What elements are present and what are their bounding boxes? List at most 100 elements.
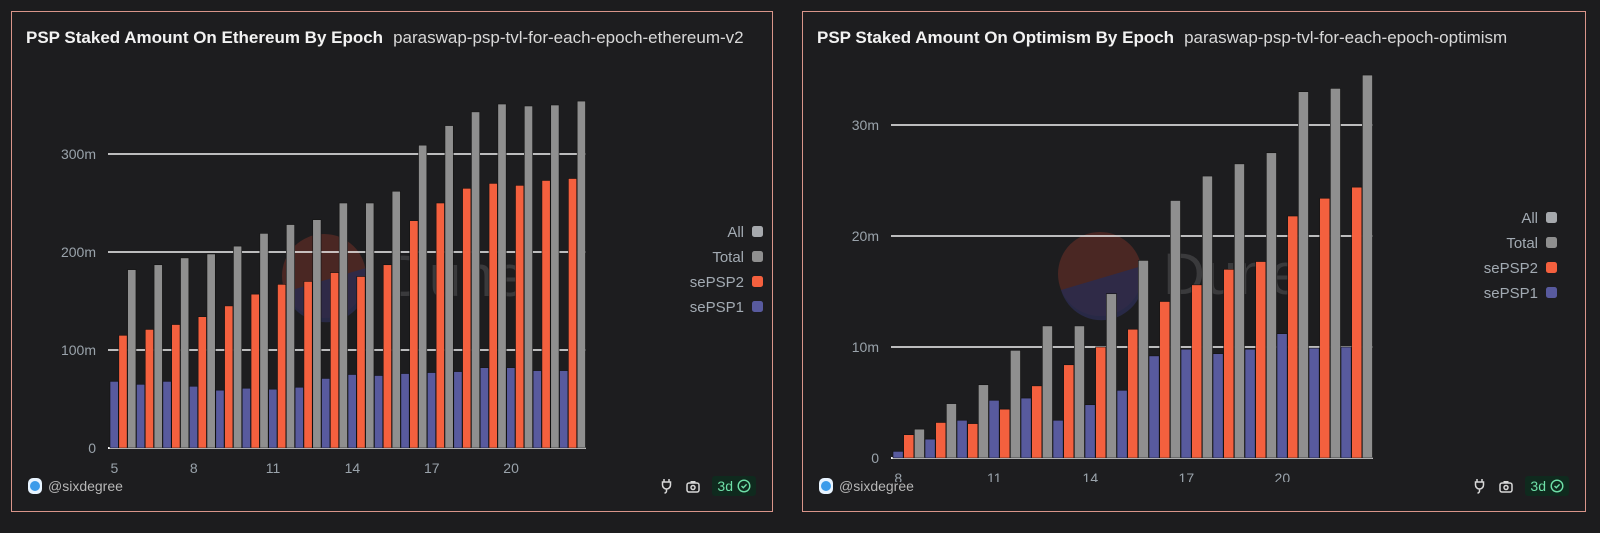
refresh-age-badge[interactable]: 3d	[712, 476, 756, 496]
bar-total-epoch-12[interactable]	[1042, 325, 1053, 459]
bar-sepsp1-epoch-14[interactable]	[347, 374, 357, 449]
bar-sepsp1-epoch-8[interactable]	[892, 451, 904, 459]
bar-sepsp1-epoch-8[interactable]	[189, 385, 198, 449]
bar-total-epoch-21[interactable]	[1330, 88, 1341, 459]
legend-item-all[interactable]: All	[1521, 210, 1557, 227]
bar-sepsp1-epoch-12[interactable]	[1020, 397, 1032, 459]
bar-sepsp2-epoch-5[interactable]	[118, 334, 128, 449]
legend-item-sepsp2[interactable]: sePSP2	[1484, 260, 1557, 277]
bar-total-epoch-15[interactable]	[391, 190, 401, 449]
bar-total-epoch-19[interactable]	[497, 103, 507, 449]
bar-total-epoch-17[interactable]	[444, 125, 454, 449]
bar-total-epoch-18[interactable]	[471, 111, 481, 449]
bar-sepsp1-epoch-6[interactable]	[136, 383, 146, 449]
bar-total-epoch-21[interactable]	[550, 104, 560, 449]
bar-sepsp1-epoch-21[interactable]	[532, 370, 542, 449]
bar-total-epoch-9[interactable]	[946, 403, 957, 459]
bar-sepsp2-epoch-20[interactable]	[1287, 215, 1299, 459]
bar-sepsp2-epoch-12[interactable]	[303, 281, 313, 449]
bar-sepsp2-epoch-15[interactable]	[1127, 328, 1139, 459]
legend-item-sepsp2[interactable]: sePSP2	[690, 274, 763, 291]
bar-sepsp2-epoch-11[interactable]	[999, 408, 1011, 459]
bar-sepsp2-epoch-8[interactable]	[903, 434, 915, 459]
query-name-link[interactable]: paraswap-psp-tvl-for-each-epoch-optimism	[1184, 28, 1508, 47]
author-link[interactable]: @sixdegree	[819, 478, 914, 494]
bar-total-epoch-14[interactable]	[365, 202, 375, 449]
bar-sepsp1-epoch-9[interactable]	[215, 389, 225, 449]
legend-item-total[interactable]: Total	[1506, 235, 1557, 252]
bar-sepsp1-epoch-14[interactable]	[1084, 404, 1096, 459]
bar-sepsp1-epoch-17[interactable]	[427, 372, 436, 449]
bar-total-epoch-20[interactable]	[1298, 91, 1309, 459]
bar-sepsp2-epoch-10[interactable]	[250, 293, 260, 449]
bar-sepsp1-epoch-9[interactable]	[924, 438, 936, 459]
bar-sepsp2-epoch-22[interactable]	[1351, 186, 1363, 459]
bar-sepsp2-epoch-19[interactable]	[1255, 261, 1267, 459]
bar-sepsp2-epoch-13[interactable]	[1063, 364, 1075, 459]
bar-sepsp1-epoch-22[interactable]	[559, 370, 569, 449]
bar-sepsp1-epoch-20[interactable]	[1276, 333, 1288, 459]
bar-sepsp2-epoch-11[interactable]	[277, 284, 287, 449]
bar-sepsp2-epoch-10[interactable]	[967, 423, 979, 459]
bar-sepsp1-epoch-21[interactable]	[1308, 347, 1320, 459]
bar-sepsp2-epoch-18[interactable]	[462, 188, 472, 449]
bar-sepsp1-epoch-5[interactable]	[109, 381, 119, 449]
bar-sepsp2-epoch-21[interactable]	[1319, 197, 1331, 459]
bar-total-epoch-16[interactable]	[418, 144, 428, 449]
bar-sepsp2-epoch-17[interactable]	[1191, 284, 1203, 459]
bar-sepsp1-epoch-20[interactable]	[506, 367, 516, 449]
bar-total-epoch-18[interactable]	[1234, 163, 1245, 459]
bar-sepsp1-epoch-15[interactable]	[1116, 389, 1128, 459]
query-name-link[interactable]: paraswap-psp-tvl-for-each-epoch-ethereum…	[393, 28, 744, 47]
bar-sepsp2-epoch-7[interactable]	[171, 324, 181, 449]
bar-sepsp1-epoch-18[interactable]	[453, 371, 463, 449]
bar-total-epoch-16[interactable]	[1170, 200, 1181, 459]
bar-total-epoch-6[interactable]	[153, 264, 163, 449]
bar-total-epoch-11[interactable]	[1010, 350, 1021, 459]
bar-total-epoch-19[interactable]	[1266, 152, 1277, 459]
bar-total-epoch-10[interactable]	[259, 233, 269, 449]
bar-total-epoch-13[interactable]	[338, 202, 348, 449]
legend-item-total[interactable]: Total	[712, 249, 763, 266]
bar-sepsp1-epoch-11[interactable]	[268, 388, 278, 449]
camera-icon[interactable]	[1499, 480, 1514, 493]
bar-sepsp1-epoch-19[interactable]	[1244, 348, 1256, 459]
bar-total-epoch-22[interactable]	[576, 100, 586, 449]
bar-total-epoch-14[interactable]	[1106, 293, 1117, 459]
bar-sepsp2-epoch-16[interactable]	[409, 220, 419, 449]
bar-total-epoch-8[interactable]	[914, 428, 925, 459]
bar-sepsp1-epoch-18[interactable]	[1212, 353, 1224, 459]
bar-total-epoch-20[interactable]	[523, 105, 533, 449]
bar-sepsp2-epoch-16[interactable]	[1159, 301, 1171, 459]
bar-total-epoch-13[interactable]	[1074, 325, 1085, 459]
bar-total-epoch-12[interactable]	[312, 219, 322, 449]
legend-item-all[interactable]: All	[727, 224, 763, 241]
bar-sepsp2-epoch-8[interactable]	[197, 316, 207, 449]
camera-icon[interactable]	[686, 480, 701, 493]
bar-sepsp1-epoch-15[interactable]	[374, 375, 384, 449]
bar-sepsp2-epoch-20[interactable]	[515, 185, 525, 449]
bar-sepsp2-epoch-22[interactable]	[568, 178, 577, 449]
bar-sepsp2-epoch-19[interactable]	[488, 183, 498, 449]
bar-sepsp2-epoch-18[interactable]	[1223, 268, 1235, 459]
bar-total-epoch-10[interactable]	[978, 384, 989, 459]
bar-sepsp2-epoch-14[interactable]	[356, 276, 366, 449]
bar-sepsp2-epoch-9[interactable]	[935, 422, 947, 459]
legend-item-sepsp1[interactable]: sePSP1	[690, 299, 763, 316]
bar-sepsp1-epoch-19[interactable]	[479, 367, 489, 449]
bar-total-epoch-8[interactable]	[206, 253, 216, 449]
bar-sepsp2-epoch-14[interactable]	[1095, 346, 1107, 459]
bar-total-epoch-22[interactable]	[1362, 74, 1373, 459]
bar-sepsp1-epoch-22[interactable]	[1340, 346, 1352, 459]
bar-sepsp1-epoch-10[interactable]	[956, 419, 968, 459]
bar-total-epoch-9[interactable]	[233, 245, 243, 449]
bar-sepsp2-epoch-12[interactable]	[1031, 385, 1043, 459]
bar-sepsp1-epoch-12[interactable]	[294, 386, 304, 449]
bar-total-epoch-7[interactable]	[180, 257, 190, 449]
author-link[interactable]: @sixdegree	[28, 478, 123, 494]
bar-sepsp2-epoch-21[interactable]	[541, 180, 551, 449]
bar-total-epoch-11[interactable]	[285, 224, 295, 449]
bar-sepsp1-epoch-7[interactable]	[162, 381, 172, 449]
refresh-age-badge[interactable]: 3d	[1525, 476, 1569, 496]
embed-plug-icon[interactable]	[1473, 478, 1487, 494]
